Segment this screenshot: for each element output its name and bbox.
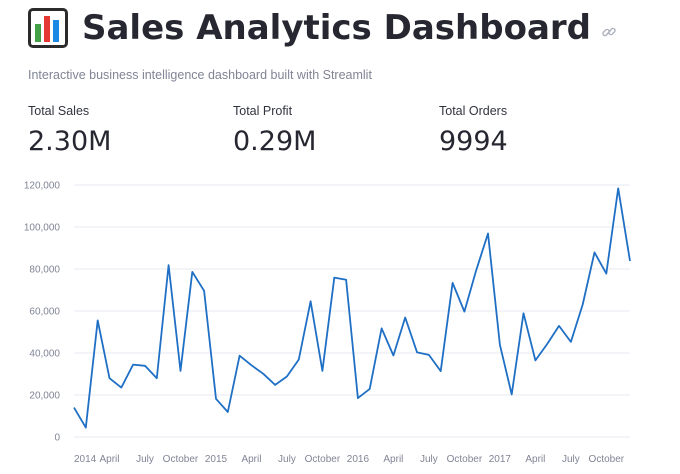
data-point[interactable] [450,280,456,286]
data-point[interactable] [568,339,574,345]
x-tick-label: April [99,454,119,465]
data-point[interactable] [497,342,503,348]
y-tick-label: 40,000 [29,349,60,360]
x-tick-label: July [562,454,580,465]
metric-value: 0.29M [233,126,317,157]
data-point[interactable] [343,277,349,283]
x-tick-label: October [163,454,199,465]
data-point[interactable] [319,368,325,374]
data-point[interactable] [414,349,420,355]
metric-label: Total Orders [439,104,508,118]
x-tick-label: October [447,454,483,465]
data-point[interactable] [154,375,160,381]
data-point[interactable] [237,353,243,359]
y-tick-label: 80,000 [29,265,60,276]
y-tick-label: 100,000 [24,223,61,234]
data-point[interactable] [142,363,148,369]
data-point[interactable] [106,375,112,381]
data-point[interactable] [390,353,396,359]
data-point[interactable] [355,395,361,401]
x-tick-label: April [241,454,261,465]
data-point[interactable] [83,425,89,431]
metric-total-profit: Total Profit 0.29M [233,104,316,157]
data-point[interactable] [532,357,538,363]
data-point[interactable] [189,269,195,275]
x-tick-label: October [305,454,341,465]
y-tick-label: 120,000 [24,181,61,192]
data-point[interactable] [272,382,278,388]
data-point[interactable] [521,310,527,316]
data-point[interactable] [615,185,621,191]
sales-series-line[interactable] [73,187,631,429]
data-point[interactable] [473,267,479,273]
x-tick-label: 2015 [205,454,228,465]
data-point[interactable] [485,231,491,237]
data-point[interactable] [260,371,266,377]
x-tick-label: 2016 [347,454,370,465]
data-point[interactable] [461,309,467,315]
data-point[interactable] [627,258,633,264]
x-tick-label: 2017 [489,454,512,465]
data-point[interactable] [225,409,231,415]
data-point[interactable] [331,275,337,281]
metric-total-sales: Total Sales 2.30M [28,104,111,157]
data-point[interactable] [509,391,515,397]
page-subtitle: Interactive business intelligence dashbo… [28,68,372,82]
data-point[interactable] [580,301,586,307]
y-tick-label: 0 [54,433,60,444]
data-point[interactable] [402,315,408,321]
data-point[interactable] [177,368,183,374]
data-point[interactable] [426,352,432,358]
x-tick-label: July [278,454,296,465]
data-point[interactable] [592,249,598,255]
data-point[interactable] [544,341,550,347]
y-tick-label: 20,000 [29,391,60,402]
x-tick-label: October [589,454,625,465]
metric-value: 2.30M [28,126,112,157]
metric-total-orders: Total Orders 9994 [439,104,508,157]
data-point[interactable] [379,325,385,331]
x-tick-label: 2014 [74,454,97,465]
bar-chart-emoji-icon [28,8,68,48]
data-point[interactable] [367,386,373,392]
x-tick-label: April [383,454,403,465]
data-point[interactable] [130,362,136,368]
data-point[interactable] [95,317,101,323]
data-point[interactable] [201,288,207,294]
x-tick-label: July [420,454,438,465]
link-icon[interactable] [601,24,617,40]
metric-value: 9994 [439,126,508,157]
y-tick-label: 60,000 [29,307,60,318]
page-header: Sales Analytics Dashboard [28,8,617,48]
data-point[interactable] [556,323,562,329]
data-point[interactable] [166,262,172,268]
page-title: Sales Analytics Dashboard [82,8,591,48]
x-tick-label: April [525,454,545,465]
data-point[interactable] [71,405,77,411]
data-point[interactable] [284,374,290,380]
metric-label: Total Profit [233,104,293,118]
data-point[interactable] [248,362,254,368]
data-point[interactable] [296,357,302,363]
x-tick-label: July [136,454,154,465]
data-point[interactable] [603,271,609,277]
data-point[interactable] [438,368,444,374]
data-point[interactable] [118,385,124,391]
data-point[interactable] [213,396,219,402]
data-point[interactable] [308,298,314,304]
metric-label: Total Sales [28,104,90,118]
